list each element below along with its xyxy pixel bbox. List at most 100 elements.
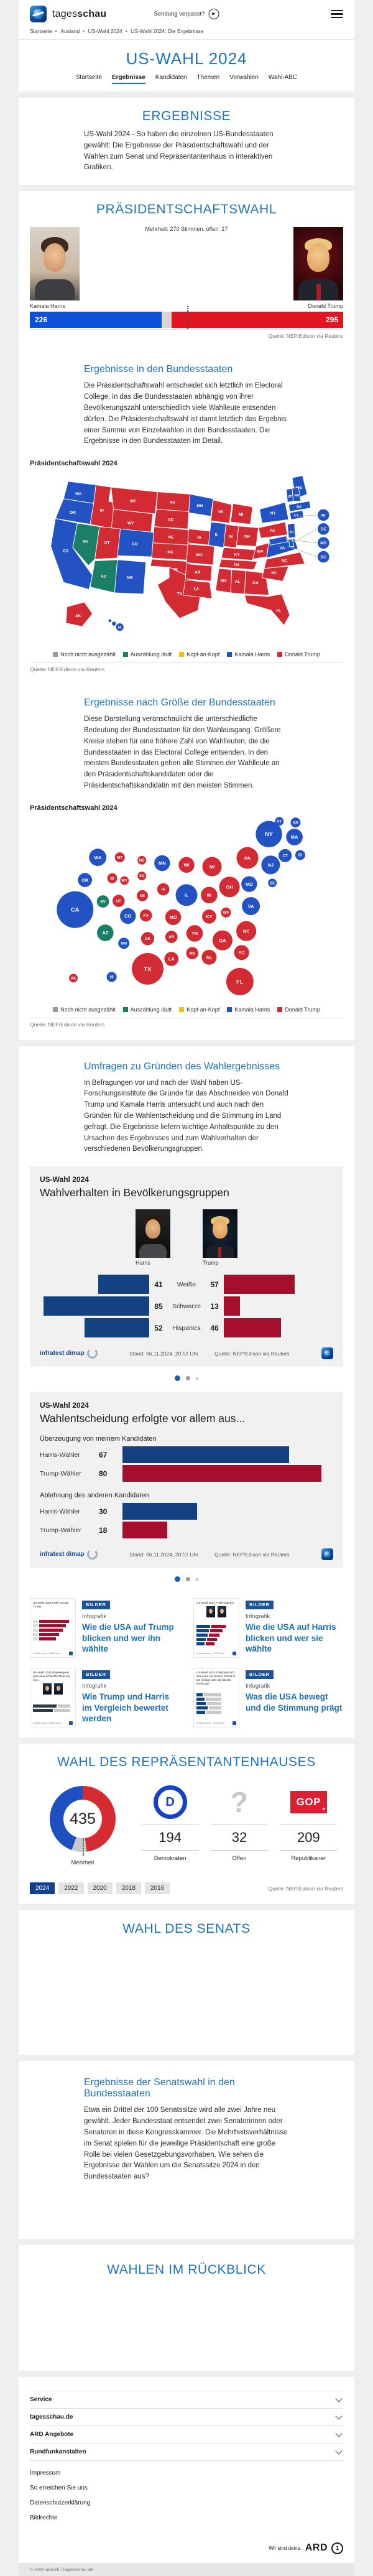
bubble-GA[interactable] <box>212 930 233 951</box>
bubble-map[interactable]: WA OR CA NV ID MT WY UT CO AZ NM ND SD NE KS OK TX MN IA MO… <box>30 816 343 1000</box>
sendung-verpasst-link[interactable]: Sendung verpasst? ▶ <box>154 9 219 19</box>
bubble-MO[interactable] <box>165 909 182 925</box>
bubble-MI[interactable] <box>202 857 222 876</box>
state-NV[interactable] <box>72 523 100 566</box>
state-LA[interactable] <box>182 580 213 599</box>
year-chip-2018[interactable]: 2018 <box>116 1882 141 1895</box>
tab-vorwahlen[interactable]: Vorwahlen <box>229 74 259 81</box>
teaser-title[interactable]: Wie Trump und Harris im Vergleich bewert… <box>82 1692 170 1724</box>
bubble-WI[interactable] <box>178 857 195 873</box>
bubble-IN[interactable] <box>201 886 218 903</box>
bubble-NH[interactable] <box>290 817 301 828</box>
bubble-TN[interactable] <box>186 924 203 942</box>
tagesschau-logo-icon[interactable] <box>30 6 47 22</box>
bubble-AL[interactable] <box>201 949 217 965</box>
bubble-KY[interactable] <box>202 909 216 924</box>
state-circle-RI[interactable] <box>317 509 329 521</box>
state-FL[interactable] <box>244 593 290 626</box>
state-NJ[interactable] <box>287 523 296 539</box>
bubble-PA[interactable] <box>236 847 259 869</box>
bubble-RI[interactable] <box>295 850 305 860</box>
accordion-service[interactable]: Service <box>30 2391 343 2409</box>
accordion-ardangebote[interactable]: ARD Angebote <box>30 2426 343 2443</box>
electoral-bar[interactable]: 226 295 <box>30 306 343 330</box>
bubble-IL[interactable] <box>175 884 198 906</box>
footer-link-bildrechte[interactable]: Bildrechte <box>30 2514 58 2521</box>
carousel-dot-2[interactable] <box>186 1376 190 1381</box>
bubble-WA[interactable] <box>89 849 107 866</box>
bubble-WV[interactable] <box>221 907 231 918</box>
bubble-AZ[interactable] <box>97 924 114 941</box>
tab-ergebnisse[interactable]: Ergebnisse <box>112 74 145 84</box>
bubble-MD[interactable] <box>241 876 257 892</box>
state-KY[interactable] <box>221 547 257 561</box>
bubble-SD[interactable] <box>137 871 147 880</box>
bubble-NJ[interactable] <box>261 855 280 875</box>
bubble-MN[interactable] <box>154 855 170 872</box>
bubble-CT[interactable] <box>279 849 292 862</box>
footer-link-impressum[interactable]: Impressum <box>30 2469 61 2476</box>
state-AR[interactable] <box>185 563 213 582</box>
state-MT[interactable] <box>111 486 158 514</box>
bubble-NE[interactable] <box>137 890 149 901</box>
bubble-VT[interactable] <box>275 817 284 826</box>
state-IN[interactable] <box>223 524 239 548</box>
bubble-map-svg[interactable]: WA OR CA NV ID MT WY UT CO AZ NM ND SD NE KS OK TX MN IA MO… <box>30 816 343 1000</box>
state-MI[interactable] <box>230 503 253 525</box>
tab-wahlabc[interactable]: Wahl-ABC <box>268 74 298 81</box>
accordion-tagesschaude[interactable]: tagesschau.de <box>30 2409 343 2426</box>
state-circle-MD[interactable] <box>317 537 329 549</box>
footer-link-soerreichensieuns[interactable]: So erreichen Sie uns <box>30 2484 88 2491</box>
bubble-UT[interactable] <box>112 895 125 907</box>
state-circle-DE[interactable] <box>317 523 329 535</box>
teaser-card-3[interactable]: US-Wahl 2024 Überwiegend gute oder schle… <box>30 1668 180 1728</box>
bubble-VA[interactable] <box>242 896 260 915</box>
state-CT[interactable] <box>289 510 305 521</box>
teaser-title[interactable]: Wie die USA auf Trump blicken und wer ih… <box>82 1622 174 1654</box>
bubble-AR[interactable] <box>165 931 178 943</box>
bubble-DE[interactable] <box>268 878 277 888</box>
tab-themen[interactable]: Themen <box>196 74 220 81</box>
bubble-ND[interactable] <box>137 855 147 865</box>
tab-kandidaten[interactable]: Kandidaten <box>155 74 187 81</box>
teaser-title[interactable]: Was die USA bewegt und die Stimmung präg… <box>246 1692 343 1713</box>
bubble-AK[interactable] <box>69 974 78 983</box>
bubble-NV[interactable] <box>96 895 109 908</box>
bubble-OR[interactable] <box>78 873 93 887</box>
teaser-card-1[interactable]: US-Wahl 2024 Profil Donald Trump infrates… <box>30 1598 180 1658</box>
breadcrumb-item[interactable]: US-Wahl 2024 <box>88 28 122 34</box>
teaser-title[interactable]: Wie die USA auf Harris blicken und wer s… <box>246 1622 336 1654</box>
state-DE[interactable] <box>288 537 295 547</box>
bubble-MS[interactable] <box>186 947 199 959</box>
state-PA[interactable] <box>258 521 288 539</box>
bubble-ID[interactable] <box>107 873 117 883</box>
breadcrumb-item[interactable]: Ausland <box>60 28 80 34</box>
carousel-dot-1[interactable] <box>175 1375 180 1382</box>
year-chip-2024[interactable]: 2024 <box>30 1882 55 1895</box>
bubble-CA[interactable] <box>57 891 94 928</box>
state-HI-dot[interactable] <box>116 623 124 631</box>
bubble-MA[interactable] <box>286 829 303 845</box>
bubble-KS[interactable] <box>139 909 152 922</box>
bubble-FL[interactable] <box>226 967 254 995</box>
bubble-LA[interactable] <box>164 951 179 966</box>
carousel-dot-3[interactable] <box>196 1578 198 1581</box>
bubble-OK[interactable] <box>140 932 155 946</box>
state-MA[interactable] <box>288 501 311 512</box>
footer-link-datenschutzerklrung[interactable]: Datenschutzerklärung <box>30 2499 91 2506</box>
geo-map-svg[interactable]: WAORCANVIDMTWYUTCOAZNMNDSDNEKSOKTXMNIAMO… <box>30 471 343 645</box>
state-UT[interactable] <box>94 526 121 560</box>
state-NH[interactable] <box>292 486 302 502</box>
year-chip-2022[interactable]: 2022 <box>58 1882 84 1895</box>
teaser-card-4[interactable]: US-Wahl 2024 Entwickelt sich das Land au… <box>193 1668 343 1728</box>
bubble-WY[interactable] <box>120 876 129 885</box>
bubble-MT[interactable] <box>114 852 125 863</box>
state-SC[interactable] <box>261 565 289 582</box>
state-TX[interactable] <box>157 567 202 619</box>
state-MO[interactable] <box>186 544 215 565</box>
state-circle-DC[interactable] <box>317 551 329 563</box>
bubble-TX[interactable] <box>132 952 163 985</box>
state-NM[interactable] <box>114 559 147 595</box>
bubble-HI[interactable] <box>106 972 117 982</box>
bubble-IA[interactable] <box>157 883 170 896</box>
